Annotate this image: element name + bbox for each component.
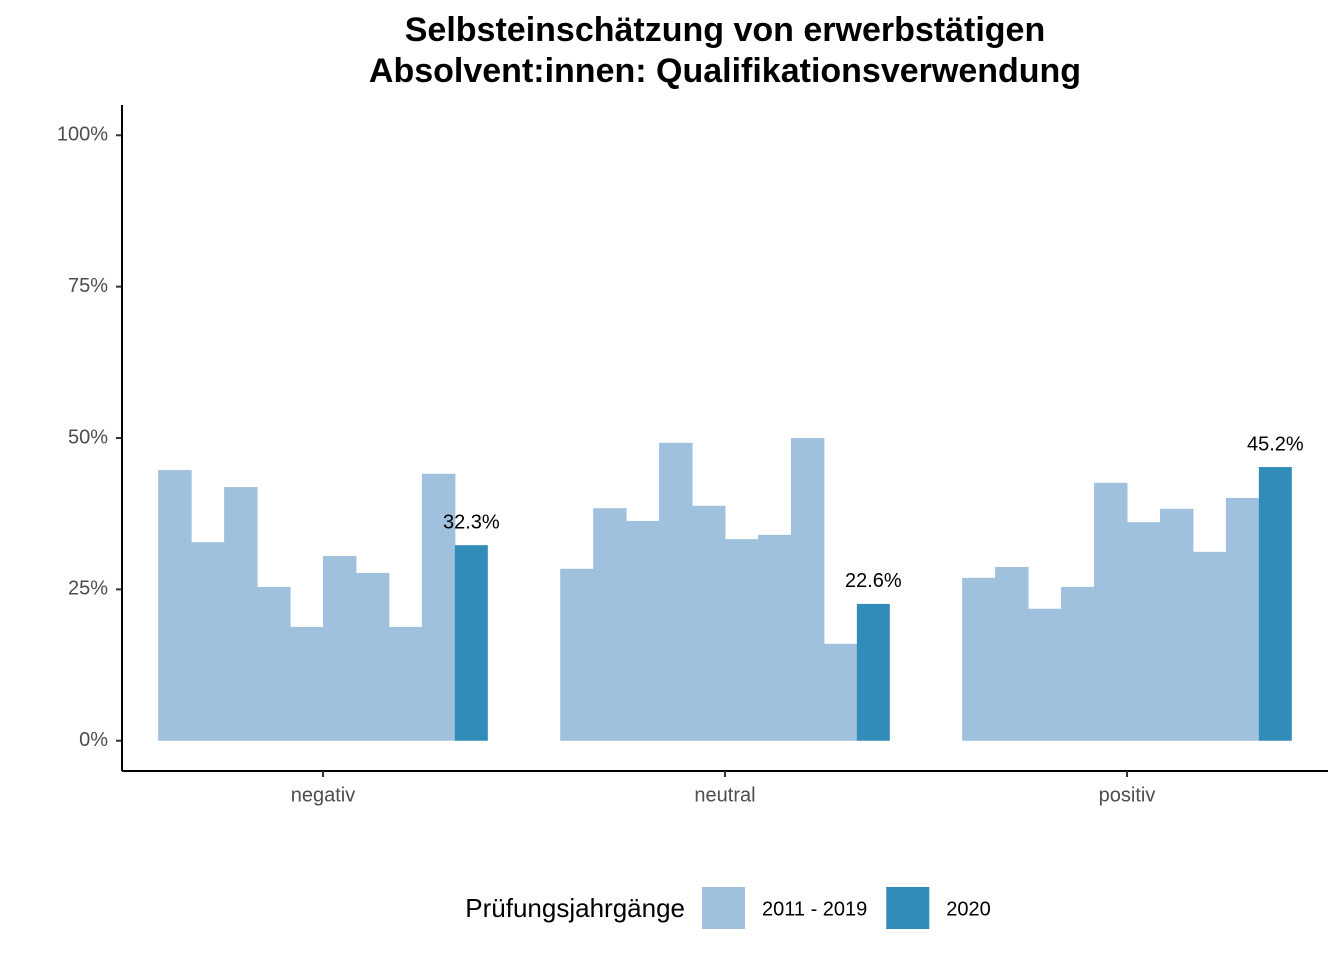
bar (355, 573, 390, 741)
bar (1225, 497, 1260, 741)
y-tick-label: 75% (68, 275, 108, 297)
bar (823, 643, 858, 741)
bar (158, 470, 192, 741)
value-label: 22.6% (845, 570, 902, 592)
bar (323, 556, 357, 741)
bar (962, 577, 996, 741)
bar (1127, 522, 1161, 741)
legend-label: 2011 - 2019 (762, 898, 867, 920)
chart-title: Selbsteinschätzung von erwerbstätigen Ab… (368, 11, 1082, 90)
bar (1159, 508, 1194, 741)
bar (1258, 467, 1292, 741)
legend-key (702, 887, 745, 929)
bar (856, 603, 890, 741)
bar (995, 566, 1029, 741)
y-tick-label: 100% (57, 124, 108, 146)
bar (1192, 551, 1227, 741)
bar (560, 568, 594, 741)
value-label: 45.2% (1247, 433, 1304, 455)
bar (421, 473, 456, 741)
bar (692, 505, 726, 741)
bar (191, 542, 225, 741)
bar (757, 534, 792, 741)
bar (790, 438, 825, 741)
bar (257, 586, 291, 741)
bar (593, 508, 627, 741)
legend-key (886, 887, 930, 929)
bar (290, 626, 324, 741)
bar (1028, 608, 1062, 741)
bar (659, 442, 693, 741)
x-tick-label: negativ (291, 784, 356, 806)
bar (725, 539, 759, 741)
bar (224, 487, 258, 741)
y-tick-label: 0% (79, 729, 108, 751)
legend-title: Prüfungsjahrgänge (465, 893, 685, 923)
bar (454, 545, 488, 741)
bar (388, 626, 423, 741)
x-tick-label: neutral (694, 784, 755, 806)
value-label: 32.3% (443, 511, 500, 533)
y-tick-label: 50% (68, 426, 108, 448)
legend-label: 2020 (946, 898, 991, 920)
y-tick-label: 25% (68, 578, 108, 600)
x-tick-label: positiv (1099, 784, 1156, 806)
bar (1061, 586, 1095, 741)
bar (626, 520, 660, 741)
bar (1094, 482, 1128, 741)
